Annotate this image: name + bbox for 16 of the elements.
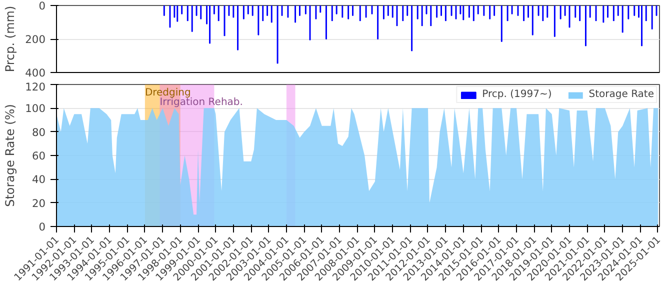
y-axis-title: Prcp. (mm): [3, 6, 18, 72]
band-label: Dredging: [144, 87, 191, 98]
y-tick-label: 400: [25, 66, 46, 80]
band-label: Irrigation Rehab.: [160, 96, 243, 108]
y-tick-label: 200: [25, 33, 46, 46]
y-tick-label: 40: [32, 173, 46, 186]
y-tick-label: 0: [38, 220, 46, 234]
legend-label: Storage Rate: [588, 89, 654, 100]
y-tick-label: 80: [32, 126, 46, 139]
y-axis-title: Storage Rate (%): [3, 104, 18, 207]
y-tick-label: 100: [25, 102, 46, 116]
y-tick-label: 0: [38, 0, 46, 12]
y-tick-label: 20: [32, 196, 46, 210]
legend-label: Prcp. (1997~): [482, 89, 552, 100]
y-tick-label: 60: [32, 150, 46, 162]
y-tick-label: 120: [25, 80, 46, 94]
